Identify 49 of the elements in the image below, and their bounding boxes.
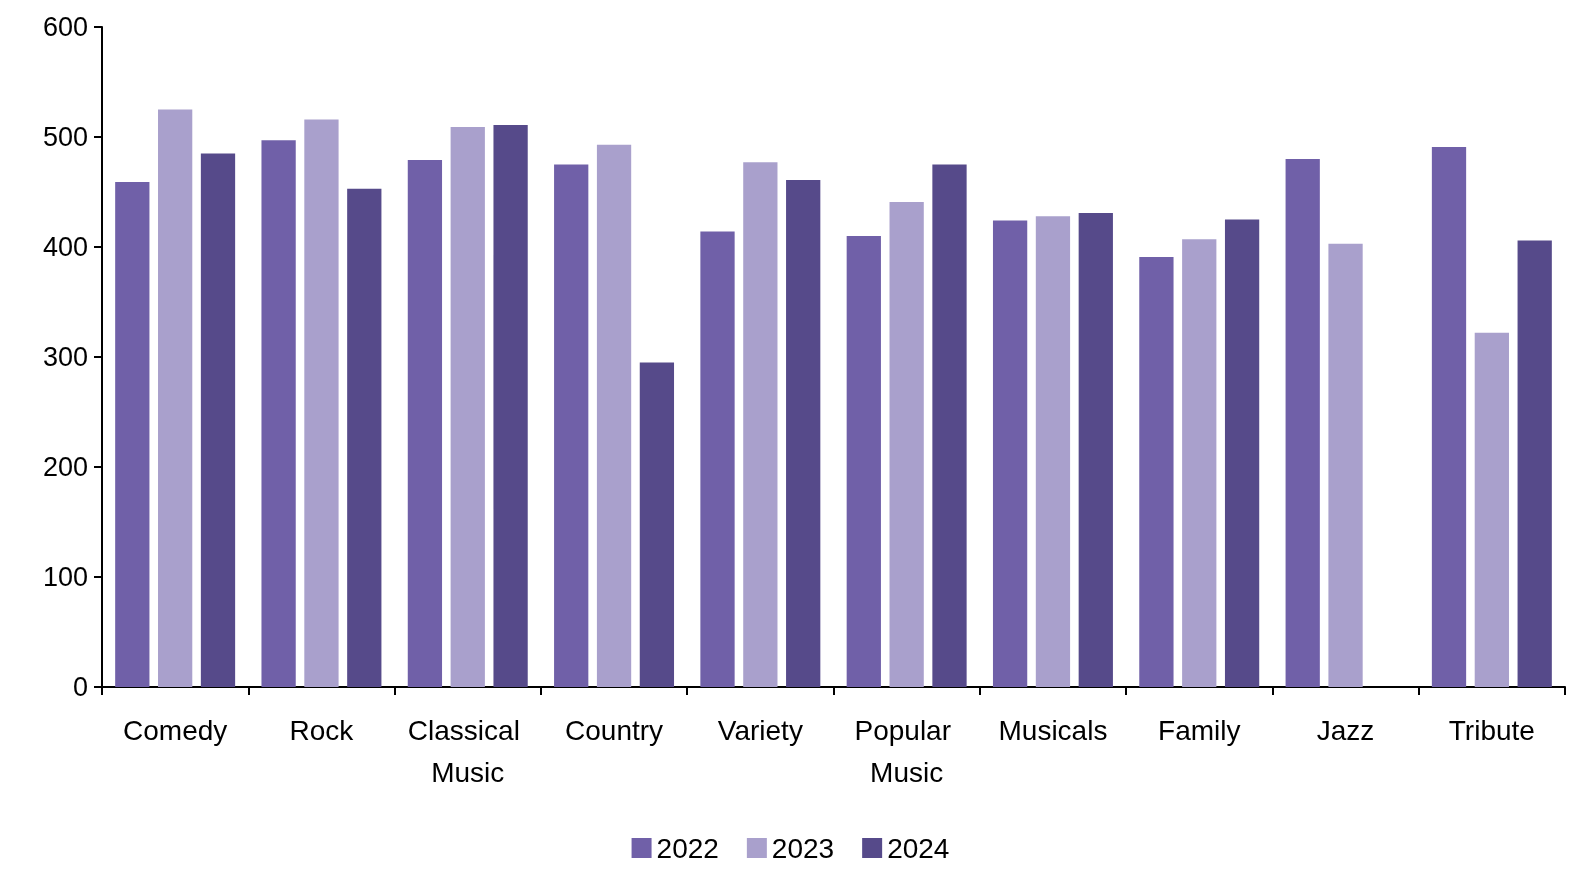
bar	[889, 201, 924, 687]
bar	[347, 188, 382, 687]
legend-label: 2024	[887, 832, 950, 864]
x-tick-label: Tribute	[1448, 714, 1535, 746]
bar	[1139, 256, 1174, 687]
x-tick-label: Musicals	[998, 714, 1108, 746]
legend-label: 2023	[771, 832, 835, 864]
bar	[846, 236, 881, 687]
bar	[261, 140, 296, 687]
x-tick-label: Rock	[289, 714, 355, 746]
bar	[450, 127, 485, 687]
bar	[1182, 239, 1217, 687]
bar	[158, 109, 193, 687]
y-tick-label: 400	[42, 232, 88, 262]
bar	[115, 182, 150, 687]
bar	[1517, 240, 1552, 687]
y-tick-label: 600	[42, 12, 88, 42]
y-tick-label: 500	[42, 122, 88, 152]
x-tick-label: Popular Music	[854, 714, 959, 788]
bar	[407, 160, 443, 687]
bar	[493, 124, 528, 687]
bar	[639, 362, 675, 687]
bar	[992, 220, 1028, 687]
bar	[932, 164, 967, 687]
bar	[1431, 146, 1467, 687]
bar	[700, 231, 735, 687]
bar	[304, 119, 339, 687]
x-tick-label: Variety	[717, 714, 803, 746]
y-tick-label: 200	[42, 452, 88, 482]
x-tick-label: Family	[1158, 714, 1241, 746]
bar	[1285, 159, 1320, 687]
x-tick-label: Classical Music	[407, 714, 528, 788]
x-tick-label: Country	[565, 714, 664, 746]
bar	[743, 162, 778, 687]
bar	[1035, 216, 1071, 687]
bar	[1474, 332, 1509, 687]
bar	[1224, 219, 1260, 687]
y-tick-label: 300	[42, 342, 88, 372]
bar	[596, 144, 632, 687]
x-tick-label: Comedy	[123, 714, 228, 746]
bar	[1078, 212, 1113, 687]
bar	[1328, 243, 1363, 687]
y-tick-label: 100	[42, 562, 88, 592]
bar	[554, 164, 589, 687]
legend-label: 2022	[656, 832, 719, 864]
bar	[786, 179, 821, 687]
y-tick-label: 0	[72, 672, 88, 702]
x-tick-label: Jazz	[1316, 714, 1375, 746]
bar	[200, 153, 236, 687]
